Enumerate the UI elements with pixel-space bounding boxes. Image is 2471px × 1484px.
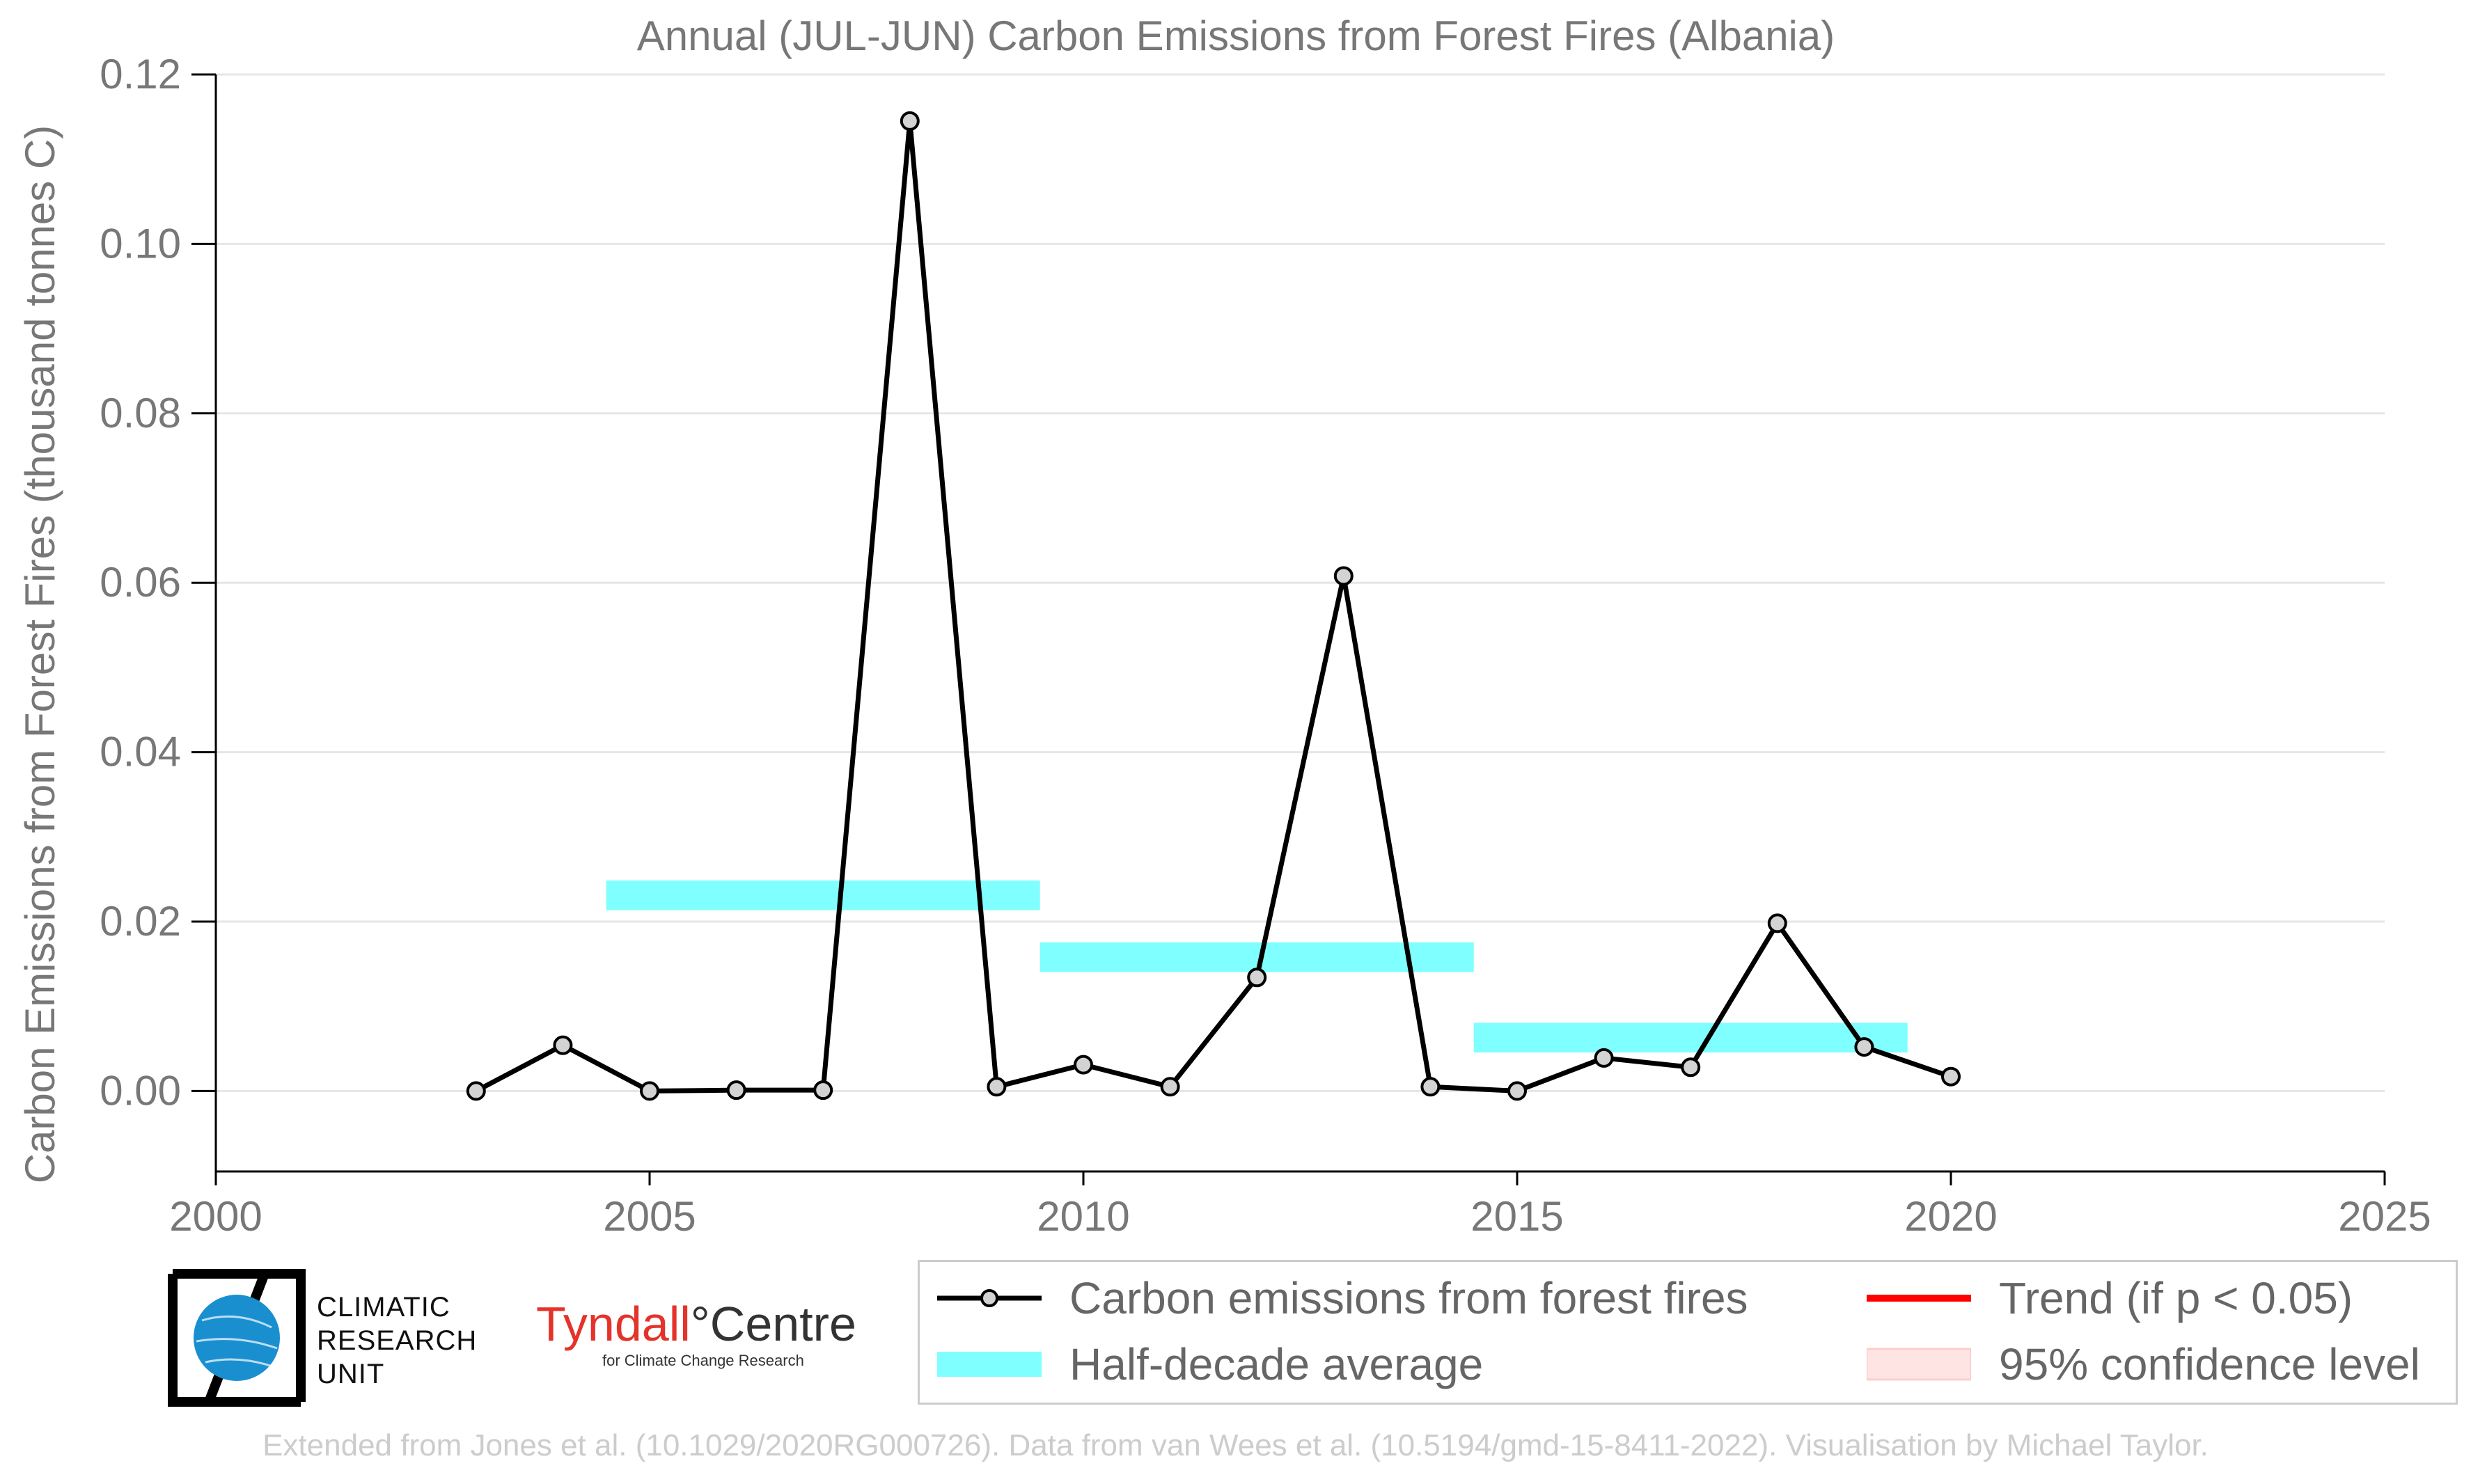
emissions-point — [900, 111, 920, 131]
emission-line — [466, 111, 1961, 1101]
half-decade-band — [606, 880, 1040, 910]
emissions-point — [1681, 1057, 1701, 1078]
legend-label-trend: Trend (if p < 0.05) — [1999, 1273, 2353, 1323]
chart-title: Annual (JUL-JUN) Carbon Emissions from F… — [637, 13, 1835, 59]
cru-name: CLIMATIC RESEARCH UNIT — [317, 1290, 477, 1391]
emissions-series-line — [475, 118, 1952, 1094]
band-swatch-icon — [937, 1352, 1042, 1377]
emissions-point — [1420, 1077, 1441, 1097]
legend-label-emissions: Carbon emissions from forest fires — [1069, 1273, 1748, 1323]
emissions-point — [1074, 1055, 1093, 1075]
emissions-point — [553, 1035, 573, 1055]
emissions-point — [1767, 913, 1787, 933]
y-tick-label: 0.02 — [100, 898, 181, 945]
half-decade-band — [1473, 1023, 1908, 1053]
x-tick-label: 2010 — [1037, 1193, 1129, 1240]
tyndall-subtitle: for Climate Change Research — [602, 1352, 804, 1369]
legend-item-emissions: Carbon emissions from forest fires — [937, 1272, 1748, 1324]
y-axis-label: Carbon Emissions from Forest Fires (thou… — [17, 125, 63, 1184]
emissions-point — [466, 1081, 486, 1101]
x-tick-label: 2015 — [1470, 1193, 1563, 1240]
legend-label-confidence: 95% confidence level — [1999, 1339, 2420, 1389]
y-tick-label: 0.04 — [100, 729, 181, 775]
x-tick-label: 2005 — [603, 1193, 696, 1240]
emissions-point — [1507, 1081, 1527, 1101]
footer-credits: Extended from Jones et al. (10.1029/2020… — [262, 1428, 2209, 1462]
confidence-swatch-icon — [1867, 1348, 1971, 1381]
y-tick-label: 0.00 — [100, 1067, 181, 1114]
legend: Carbon emissions from forest fires Half-… — [918, 1260, 2458, 1405]
cru-globe-icon — [168, 1269, 306, 1407]
line-marker-icon — [937, 1289, 1042, 1307]
emissions-point — [813, 1080, 833, 1100]
tyndall-name-a: Tyndall — [536, 1297, 691, 1351]
legend-item-confidence: 95% confidence level — [1867, 1339, 2420, 1390]
y-tick-label: 0.12 — [100, 51, 181, 97]
y-tick-label: 0.08 — [100, 390, 181, 436]
half-decade-bands — [606, 880, 1908, 1053]
emissions-point — [640, 1081, 659, 1101]
axes: 0.00 0.02 0.04 0.06 0.08 0.10 0.12 2000 2005 2010… — [100, 51, 2431, 1240]
emissions-point — [1594, 1048, 1614, 1068]
chart: 0.00 0.02 0.04 0.06 0.08 0.10 0.12 2000 2005 2010… — [17, 13, 2431, 1240]
emissions-point — [1854, 1037, 1874, 1057]
tyndall-degree: ° — [690, 1297, 710, 1351]
cru-line-2: RESEARCH — [317, 1325, 478, 1356]
y-tick-label: 0.10 — [100, 220, 181, 267]
grid-lines — [216, 73, 2385, 1092]
tyndall-logo: Tyndall°Centre for Climate Change Resear… — [536, 1296, 856, 1380]
emissions-point — [1160, 1077, 1180, 1097]
cru-logo: CLIMATIC RESEARCH UNIT — [167, 1268, 529, 1411]
x-tick-label: 2000 — [169, 1193, 262, 1240]
legend-item-trend: Trend (if p < 0.05) — [1867, 1272, 2353, 1324]
trend-line-icon — [1867, 1295, 1971, 1302]
emissions-point — [1247, 968, 1267, 988]
tyndall-name: Tyndall°Centre — [536, 1296, 856, 1352]
emissions-point — [1333, 566, 1354, 586]
cru-line-3: UNIT — [317, 1359, 385, 1389]
x-tick-label: 2020 — [1904, 1193, 1997, 1240]
legend-item-half-decade: Half-decade average — [937, 1339, 1483, 1390]
emissions-point — [987, 1077, 1007, 1097]
emissions-point — [1941, 1066, 1961, 1087]
legend-label-half-decade: Half-decade average — [1069, 1339, 1484, 1389]
emissions-point — [726, 1080, 746, 1100]
y-tick-label: 0.06 — [100, 559, 181, 606]
x-tick-label: 2025 — [2338, 1193, 2431, 1240]
tyndall-name-b: Centre — [709, 1297, 856, 1351]
cru-line-1: CLIMATIC — [317, 1292, 450, 1323]
